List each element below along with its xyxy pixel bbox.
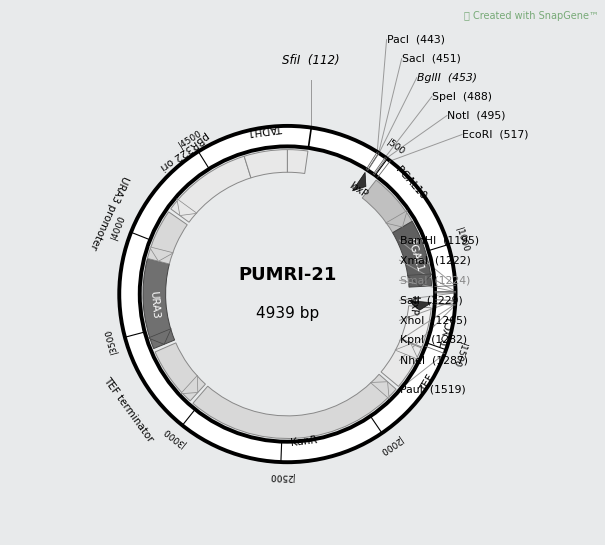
Text: TADH1: TADH1 (247, 122, 284, 137)
Text: NotI  (495): NotI (495) (447, 111, 505, 120)
Wedge shape (401, 306, 431, 347)
Text: XhoI  (1265): XhoI (1265) (399, 316, 467, 325)
Text: |3000: |3000 (161, 425, 186, 448)
Wedge shape (171, 156, 251, 222)
Text: |1000: |1000 (453, 227, 469, 254)
Text: SacI  (451): SacI (451) (402, 53, 460, 64)
Wedge shape (193, 374, 396, 439)
Text: SfiI  (112): SfiI (112) (283, 54, 340, 67)
Text: |500: |500 (385, 138, 407, 157)
Wedge shape (393, 221, 431, 287)
Text: SpeI  (488): SpeI (488) (432, 92, 492, 101)
Text: TEF terminator: TEF terminator (102, 375, 155, 444)
Text: loxP: loxP (407, 295, 419, 316)
Text: 🔗 Created with SnapGene™: 🔗 Created with SnapGene™ (463, 11, 598, 21)
Text: TEF...: TEF... (419, 365, 441, 393)
Text: |4000: |4000 (109, 214, 127, 241)
Text: NheI  (1287): NheI (1287) (399, 355, 468, 366)
Wedge shape (148, 212, 187, 264)
Text: |2500: |2500 (267, 471, 293, 481)
Text: |1500: |1500 (451, 341, 468, 368)
Text: XmaI  (1222): XmaI (1222) (399, 255, 470, 265)
Text: KanR: KanR (290, 435, 318, 449)
Text: TCYC1: TCYC1 (440, 316, 457, 350)
Text: |4500: |4500 (177, 129, 204, 150)
Text: PUMRI-21: PUMRI-21 (238, 265, 336, 283)
Wedge shape (119, 126, 456, 462)
FancyArrow shape (407, 274, 432, 287)
FancyArrow shape (177, 198, 197, 216)
Wedge shape (381, 340, 422, 386)
FancyArrow shape (370, 382, 389, 399)
Wedge shape (287, 150, 308, 173)
Text: PGAL1: PGAL1 (405, 237, 424, 272)
Text: pBR322 ori: pBR322 ori (158, 130, 211, 171)
Wedge shape (244, 150, 287, 178)
Text: |3500: |3500 (103, 327, 119, 355)
FancyArrow shape (386, 210, 407, 227)
Wedge shape (155, 343, 206, 401)
Wedge shape (143, 258, 175, 349)
FancyArrow shape (181, 376, 198, 393)
Text: URA3 promoter: URA3 promoter (88, 174, 130, 251)
Text: BamHI  (1195): BamHI (1195) (399, 235, 479, 245)
FancyArrow shape (353, 172, 366, 191)
Text: URA3: URA3 (149, 290, 161, 319)
Text: PauI  (1519): PauI (1519) (399, 384, 465, 394)
FancyArrow shape (149, 247, 174, 261)
Text: SmaI  (1224): SmaI (1224) (399, 275, 470, 285)
Text: BglII  (453): BglII (453) (417, 72, 477, 83)
Text: loxP: loxP (347, 180, 370, 199)
Wedge shape (362, 180, 412, 233)
Text: SalI  (1229): SalI (1229) (399, 295, 462, 305)
Text: KpnI  (1282): KpnI (1282) (399, 335, 466, 346)
Text: EcoRI  (517): EcoRI (517) (462, 130, 529, 140)
FancyArrow shape (409, 301, 431, 310)
Text: |2000: |2000 (377, 434, 403, 456)
Text: PGAL10: PGAL10 (394, 165, 428, 202)
FancyArrow shape (395, 344, 418, 359)
Text: 4939 bp: 4939 bp (256, 306, 319, 321)
Text: PacI  (443): PacI (443) (387, 35, 445, 45)
FancyArrow shape (148, 329, 171, 344)
